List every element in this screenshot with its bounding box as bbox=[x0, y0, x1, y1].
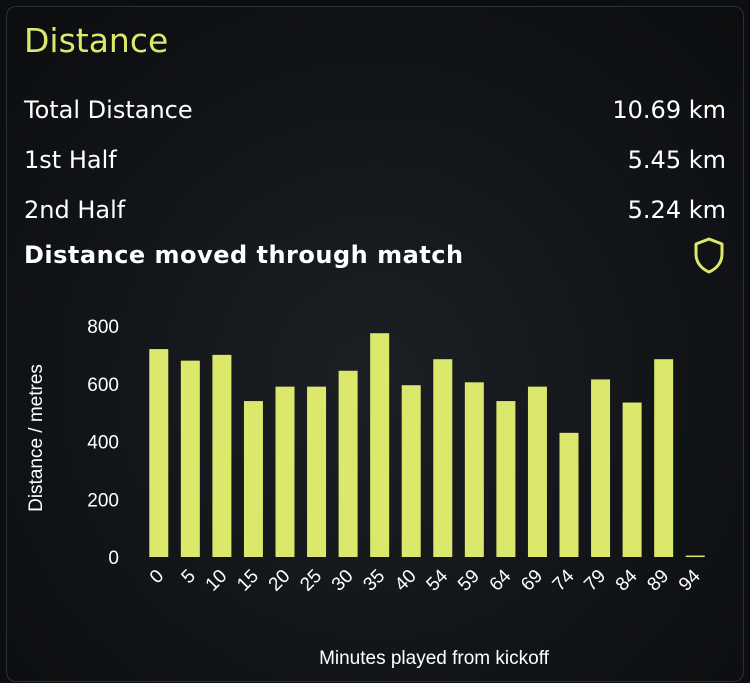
stat-value: 10.69 km bbox=[612, 96, 726, 124]
y-tick-label: 0 bbox=[108, 548, 119, 569]
bar-minute-54 bbox=[433, 359, 453, 557]
distance-card: Distance Total Distance 10.69 km 1st Hal… bbox=[6, 6, 744, 682]
bar-minute-20 bbox=[275, 386, 295, 557]
bar-minute-64 bbox=[496, 401, 516, 557]
x-tick-label: 35 bbox=[359, 566, 389, 596]
bars bbox=[149, 333, 705, 558]
bar-minute-59 bbox=[464, 382, 484, 557]
x-tick-label: 59 bbox=[454, 566, 484, 596]
stat-row-1st-half: 1st Half 5.45 km bbox=[24, 142, 726, 178]
stat-row-2nd-half: 2nd Half 5.24 km bbox=[24, 192, 726, 228]
shield-icon[interactable] bbox=[692, 236, 726, 274]
bar-minute-69 bbox=[527, 386, 547, 557]
x-axis-label: Minutes played from kickoff bbox=[319, 648, 550, 669]
bar-minute-79 bbox=[591, 379, 611, 557]
y-axis-ticks: 0 200 400 600 800 bbox=[87, 317, 119, 569]
bar-minute-74 bbox=[559, 432, 579, 557]
y-tick-label: 200 bbox=[87, 490, 119, 511]
x-tick-label: 54 bbox=[423, 565, 453, 595]
chart-section-header: Distance moved through match bbox=[24, 235, 726, 275]
x-tick-label: 20 bbox=[265, 566, 295, 596]
x-tick-label: 79 bbox=[580, 566, 610, 596]
stat-value: 5.45 km bbox=[627, 146, 726, 174]
y-axis-label: Distance / metres bbox=[26, 364, 47, 512]
y-tick-label: 400 bbox=[87, 433, 119, 454]
y-tick-label: 600 bbox=[87, 375, 119, 396]
card-title: Distance bbox=[24, 21, 169, 60]
bar-minute-10 bbox=[212, 354, 232, 557]
bar-minute-25 bbox=[307, 386, 327, 557]
x-tick-label: 5 bbox=[178, 566, 200, 588]
x-tick-label: 40 bbox=[391, 566, 421, 596]
bar-minute-94 bbox=[685, 555, 705, 558]
x-tick-label: 69 bbox=[517, 566, 547, 596]
x-axis-ticks: 0 5 10 15 20 25 30 35 40 54 59 64 69 74 79 84 89 94 bbox=[146, 565, 705, 595]
bar-minute-0 bbox=[149, 349, 169, 557]
bar-minute-84 bbox=[622, 402, 642, 557]
stat-label: 2nd Half bbox=[24, 196, 126, 224]
x-tick-label: 94 bbox=[675, 565, 705, 595]
x-tick-label: 89 bbox=[643, 566, 673, 596]
bar-minute-30 bbox=[338, 370, 358, 557]
x-tick-label: 64 bbox=[486, 565, 516, 595]
x-tick-label: 74 bbox=[549, 565, 579, 595]
stat-value: 5.24 km bbox=[627, 196, 726, 224]
stat-label: 1st Half bbox=[24, 146, 117, 174]
bar-minute-40 bbox=[401, 385, 421, 557]
bar-minute-15 bbox=[243, 401, 263, 557]
x-tick-label: 30 bbox=[328, 566, 358, 596]
stat-row-total-distance: Total Distance 10.69 km bbox=[24, 92, 726, 128]
x-tick-label: 84 bbox=[612, 565, 642, 595]
x-tick-label: 0 bbox=[146, 566, 168, 588]
bar-minute-5 bbox=[180, 360, 200, 557]
stat-label: Total Distance bbox=[24, 96, 193, 124]
x-tick-label: 25 bbox=[296, 566, 326, 596]
bar-minute-35 bbox=[370, 333, 390, 557]
x-tick-label: 15 bbox=[233, 566, 263, 596]
chart-section-title: Distance moved through match bbox=[24, 241, 464, 269]
y-tick-label: 800 bbox=[87, 317, 119, 338]
bar-minute-89 bbox=[654, 359, 674, 557]
x-tick-label: 10 bbox=[202, 566, 232, 596]
